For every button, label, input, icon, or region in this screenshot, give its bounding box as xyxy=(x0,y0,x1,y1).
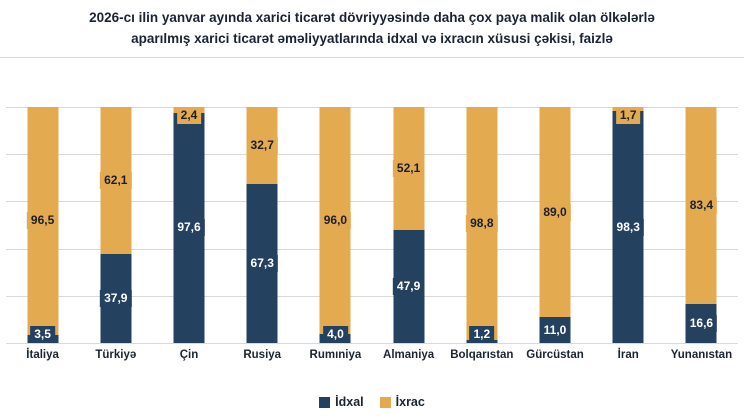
value-label-idxal: 1,2 xyxy=(469,326,495,343)
x-axis-label-2: Türkiyə xyxy=(95,349,137,361)
value-label-ixrac: 96,0 xyxy=(319,211,352,229)
value-label-ixrac: 83,4 xyxy=(685,196,718,214)
stacked-bar: 67,3 32,7 xyxy=(246,107,278,343)
value-label-idxal: 11,0 xyxy=(539,321,571,339)
value-label-ixrac: 1,7 xyxy=(615,107,641,124)
bar-column-4: 67,3 32,7 xyxy=(226,107,299,343)
stacked-bar: 97,6 2,4 xyxy=(173,107,205,343)
x-axis-label-10: Yunanıstan xyxy=(670,349,733,361)
gridline-0 xyxy=(6,343,738,344)
value-label-idxal: 16,6 xyxy=(685,314,718,332)
stacked-bar: 16,6 83,4 xyxy=(685,107,718,343)
bar-column-6: 47,9 52,1 xyxy=(372,107,445,343)
stacked-bar: 47,9 52,1 xyxy=(392,107,425,343)
value-label-ixrac: 32,7 xyxy=(246,137,278,155)
x-axis-label-5: Rumıniya xyxy=(309,349,362,361)
value-label-idxal: 3,5 xyxy=(30,326,55,343)
title-divider xyxy=(0,57,744,58)
bars-container: 3,5 96,5 37,9 62,1 97,6 2,4 67,3 32,7 4,0 96,0 47,… xyxy=(6,107,738,343)
value-label-idxal: 37,9 xyxy=(100,289,132,307)
gridline-80 xyxy=(6,154,738,156)
stacked-bar: 1,2 98,8 xyxy=(466,107,498,343)
value-label-ixrac: 62,1 xyxy=(100,171,132,189)
x-axis-label-1: İtaliya xyxy=(26,349,59,361)
x-axis-label-8: Gürcüstan xyxy=(526,349,584,361)
stacked-bar: 4,0 96,0 xyxy=(319,107,352,343)
stacked-bar: 37,9 62,1 xyxy=(100,107,132,343)
x-axis-label-4: Rusiya xyxy=(243,349,282,361)
bar-column-10: 16,6 83,4 xyxy=(665,107,738,343)
value-label-ixrac: 52,1 xyxy=(392,159,425,177)
x-axis-labels: İtaliya Türkiyə Çin Rusiya Rumıniya Almaniya B… xyxy=(6,347,738,363)
gridline-100 xyxy=(6,107,738,108)
bar-column-3: 97,6 2,4 xyxy=(152,107,225,343)
stacked-bar: 11,0 89,0 xyxy=(539,107,571,343)
bar-column-9: 98,3 1,7 xyxy=(592,107,665,343)
chart-title-line-1: 2026-cı ilin yanvar ayında xarici ticarə… xyxy=(89,10,655,25)
gridline-20 xyxy=(6,295,738,297)
bar-column-8: 11,0 89,0 xyxy=(518,107,591,343)
stacked-bar: 98,3 1,7 xyxy=(612,107,644,343)
legend: İdxal İxrac xyxy=(0,395,744,409)
value-label-ixrac: 96,5 xyxy=(26,212,59,230)
x-axis-label-3: Çin xyxy=(179,349,199,361)
bar-column-1: 3,5 96,5 xyxy=(6,107,79,343)
bar-column-2: 37,9 62,1 xyxy=(79,107,152,343)
value-label-ixrac: 89,0 xyxy=(539,203,571,221)
value-label-idxal: 97,6 xyxy=(173,219,205,237)
bar-column-5: 4,0 96,0 xyxy=(299,107,372,343)
bar-column-7: 1,2 98,8 xyxy=(445,107,518,343)
value-label-idxal: 4,0 xyxy=(323,326,348,343)
legend-swatch-1 xyxy=(319,396,331,408)
x-axis-label-9: İran xyxy=(617,349,639,361)
chart-title: 2026-cı ilin yanvar ayında xarici ticarə… xyxy=(0,7,744,49)
legend-label-2: İxrac xyxy=(395,395,425,409)
x-axis-label-7: Bolqarıstan xyxy=(450,349,514,361)
gridline-60 xyxy=(6,201,738,203)
value-label-idxal: 67,3 xyxy=(246,255,278,273)
legend-item-2: İxrac xyxy=(379,395,425,409)
legend-swatch-2 xyxy=(379,396,391,408)
x-axis-label-6: Almaniya xyxy=(383,349,435,361)
legend-label-1: İdxal xyxy=(335,395,364,409)
value-label-ixrac: 2,4 xyxy=(176,107,202,124)
value-label-ixrac: 98,8 xyxy=(466,215,498,233)
stacked-bar: 3,5 96,5 xyxy=(26,107,59,343)
value-label-idxal: 98,3 xyxy=(612,218,644,236)
chart-title-line-2: aparılmış xarici ticarət əməliyyatlarınd… xyxy=(131,31,613,46)
value-label-idxal: 47,9 xyxy=(392,277,425,295)
plot-area: 3,5 96,5 37,9 62,1 97,6 2,4 67,3 32,7 4,0 96,0 47,… xyxy=(6,107,738,344)
legend-item-1: İdxal xyxy=(319,395,364,409)
gridline-40 xyxy=(6,248,738,250)
